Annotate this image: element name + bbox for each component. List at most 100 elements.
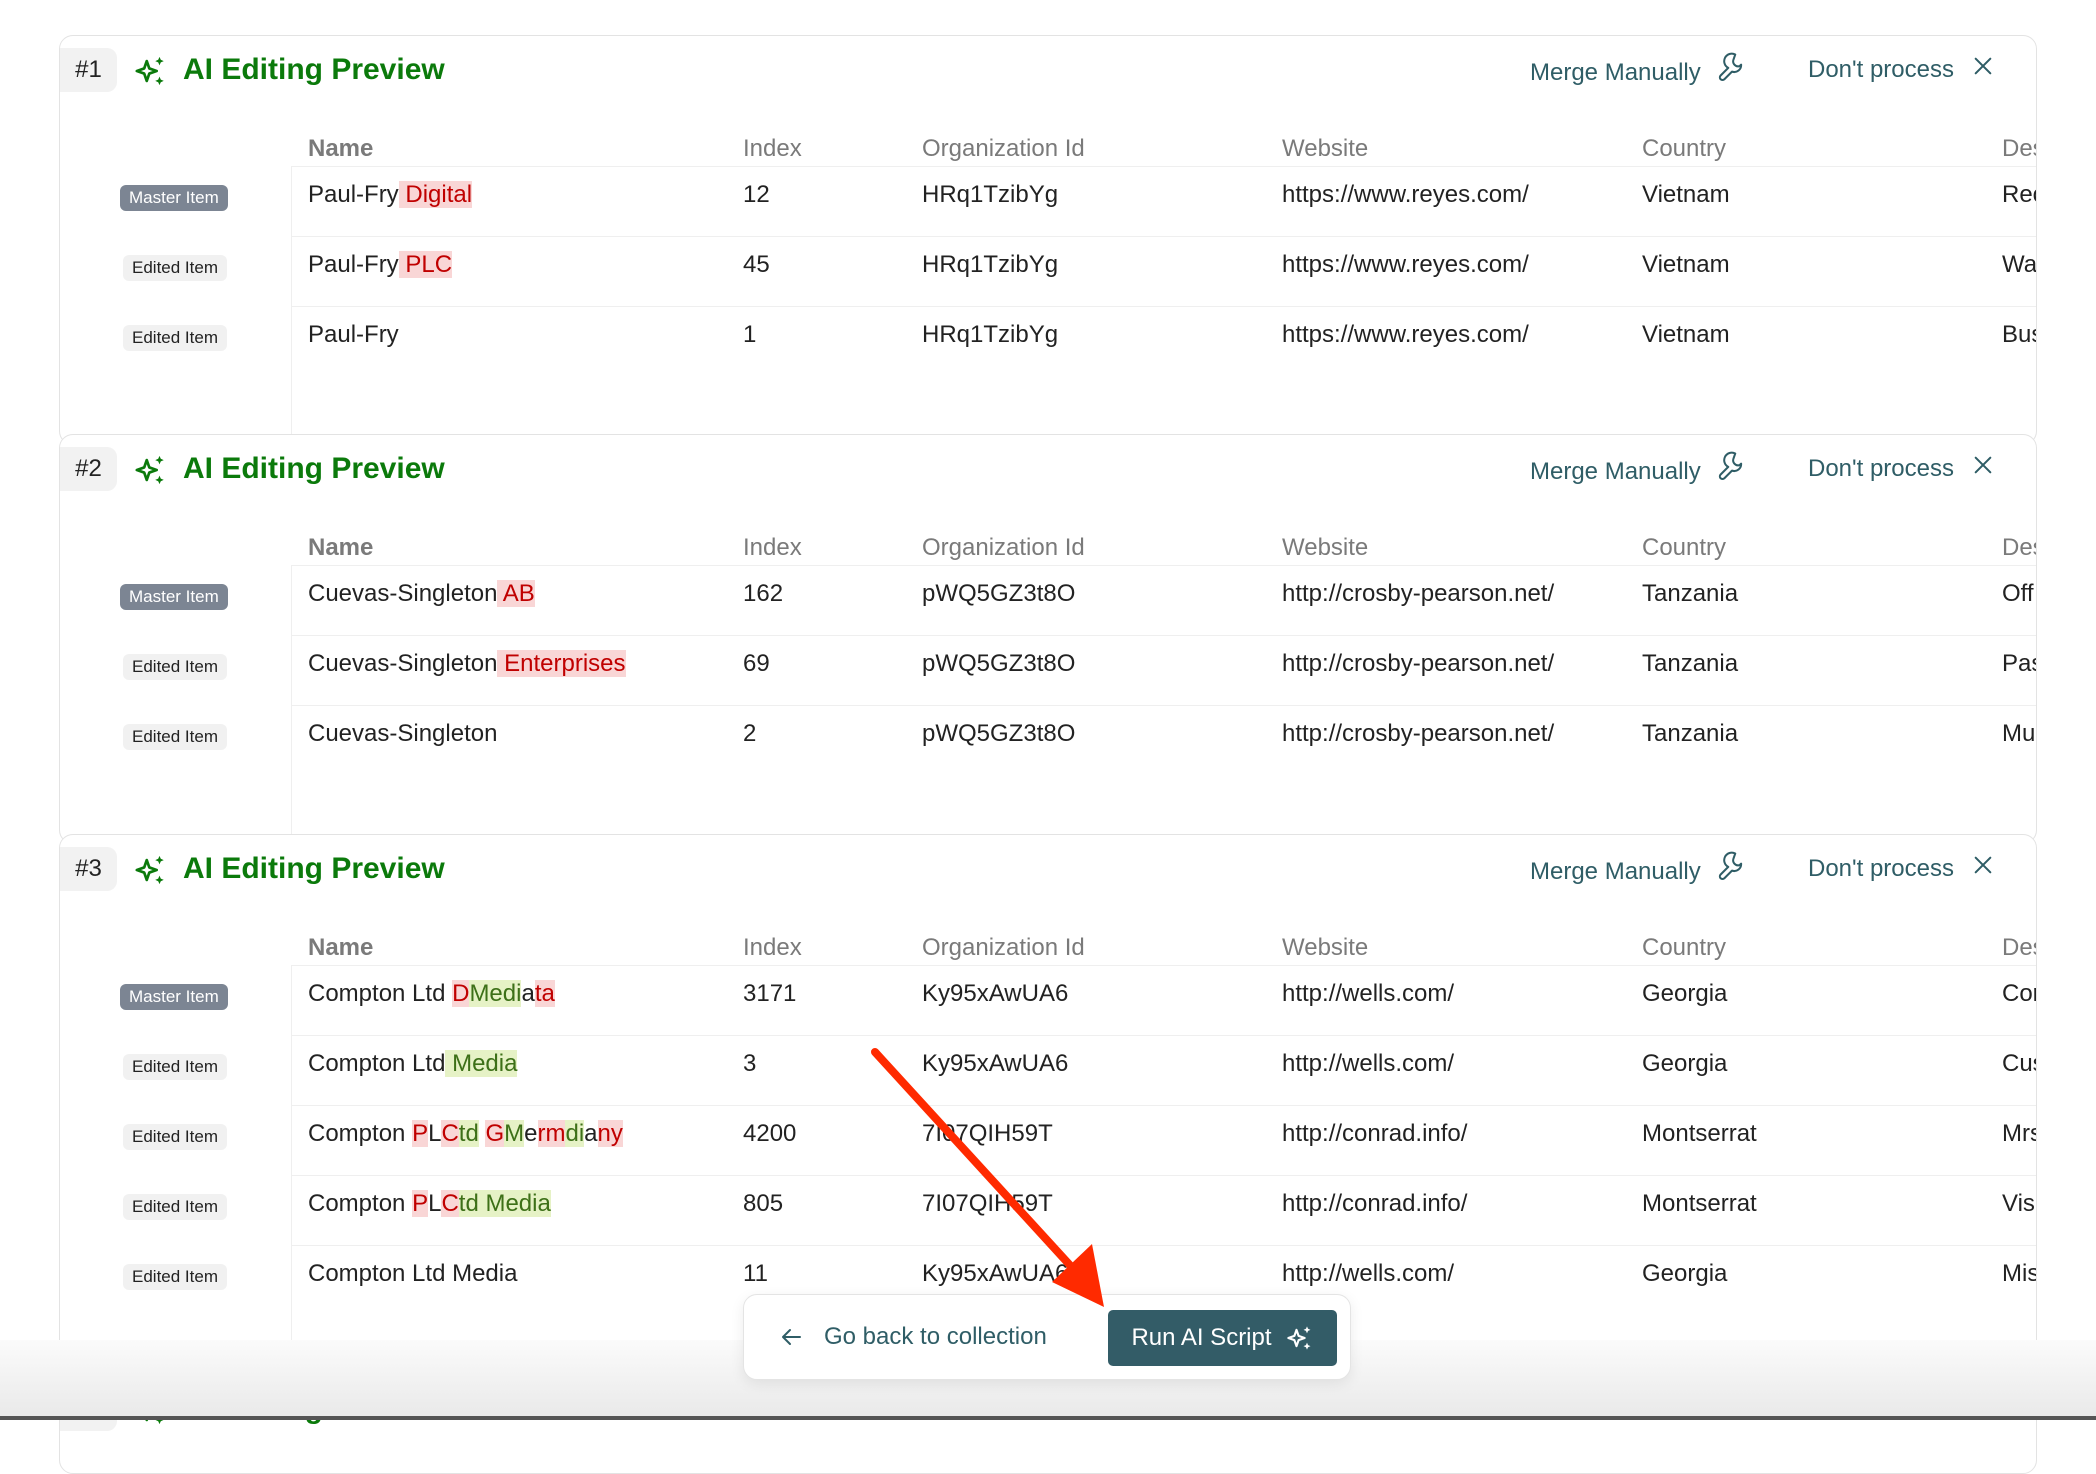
column-header: Des [2002, 934, 2036, 961]
org-cell: HRq1TzibYg [922, 321, 1059, 348]
name-text: Compton [308, 1120, 413, 1147]
desc-cell: Vis [2002, 1190, 2035, 1217]
index-cell: 69 [743, 650, 770, 677]
row-divider [291, 705, 2036, 706]
name-text: Paul-Fry [308, 251, 399, 278]
index-cell: 1 [743, 321, 757, 348]
column-divider [291, 565, 292, 843]
deleted-text: AB [497, 580, 535, 607]
website-cell: http://conrad.info/ [1282, 1120, 1468, 1147]
column-header: Name [308, 534, 374, 561]
edited-item-badge: Edited Item [123, 1264, 227, 1290]
merge-manually-button[interactable]: Merge Manually [1530, 52, 1745, 93]
row-divider [291, 565, 2036, 566]
column-header: Website [1282, 934, 1369, 961]
deleted-text: ny [597, 1120, 623, 1147]
desc-cell: Wa [2002, 251, 2037, 278]
row-divider [291, 1035, 2036, 1036]
card-number: #1 [60, 48, 117, 92]
run-ai-script-button[interactable]: Run AI Script [1108, 1310, 1337, 1366]
dont-process-button[interactable]: Don't process [1808, 52, 1994, 88]
column-header: Des [2002, 135, 2036, 162]
name-cell: Paul-Fry Digital [308, 178, 473, 212]
country-cell: Montserrat [1642, 1120, 1757, 1147]
name-text: L [428, 1120, 442, 1147]
website-cell: http://wells.com/ [1282, 980, 1455, 1007]
edited-item-badge: Edited Item [123, 255, 227, 281]
website-cell: https://www.reyes.com/ [1282, 321, 1529, 348]
name-cell: Paul-Fry PLC [308, 248, 453, 282]
index-cell: 162 [743, 580, 784, 607]
country-cell: Tanzania [1642, 580, 1739, 607]
row-divider [291, 166, 2036, 167]
country-cell: Georgia [1642, 980, 1728, 1007]
merge-manually-label: Merge Manually [1530, 457, 1701, 485]
website-cell: http://conrad.info/ [1282, 1190, 1468, 1217]
deleted-text: Digital [398, 181, 473, 208]
name-cell: Cuevas-Singleton [308, 717, 497, 751]
wrench-icon [1715, 851, 1745, 892]
ai-editing-preview-card: #1 AI Editing Preview Merge Manually Don't … [59, 35, 2037, 445]
edited-item-badge: Edited Item [123, 1194, 227, 1220]
sparkles-icon [134, 853, 168, 887]
card-number: #2 [60, 447, 117, 491]
sparkles-icon [134, 54, 168, 88]
name-cell: Compton Ltd DMediata [308, 977, 555, 1011]
row-divider [291, 1175, 2036, 1176]
column-header: Website [1282, 135, 1369, 162]
country-cell: Tanzania [1642, 720, 1739, 747]
dont-process-label: Don't process [1808, 455, 1954, 482]
wrench-icon [1715, 451, 1745, 492]
merge-manually-button[interactable]: Merge Manually [1530, 451, 1745, 492]
master-item-badge: Master Item [120, 984, 228, 1010]
column-header: Organization Id [922, 534, 1085, 561]
country-cell: Tanzania [1642, 650, 1739, 677]
name-text: Cuevas-Singleton [308, 650, 498, 677]
desc-cell: Off [2002, 580, 2034, 607]
name-text: Cuevas-Singleton [308, 720, 498, 747]
name-text: a [521, 980, 535, 1007]
org-cell: Ky95xAwUA6 [922, 1050, 1069, 1077]
name-cell: Cuevas-Singleton Enterprises [308, 647, 626, 681]
row-divider [291, 965, 2036, 966]
dont-process-button[interactable]: Don't process [1808, 451, 1994, 487]
column-header: Index [743, 534, 802, 561]
edited-item-badge: Edited Item [123, 654, 227, 680]
inserted-text: Media [445, 1050, 518, 1077]
index-cell: 805 [743, 1190, 784, 1217]
column-header: Country [1642, 534, 1727, 561]
column-divider [291, 166, 292, 444]
edited-item-badge: Edited Item [123, 724, 227, 750]
merge-manually-button[interactable]: Merge Manually [1530, 851, 1745, 892]
go-back-button[interactable]: Go back to collection [780, 1317, 1047, 1357]
column-header: Organization Id [922, 934, 1085, 961]
action-bar: Go back to collection Run AI Script [743, 1294, 1351, 1380]
close-icon [1972, 851, 1994, 887]
index-cell: 11 [743, 1260, 768, 1287]
desc-cell: Cus [2002, 1050, 2036, 1077]
desc-cell: Pas [2002, 650, 2036, 677]
desc-cell: Mrs [2002, 1120, 2036, 1147]
column-header: Country [1642, 135, 1727, 162]
card-title: AI Editing Preview [183, 852, 445, 885]
inserted-text: di [565, 1120, 585, 1147]
row-divider [291, 635, 2036, 636]
deleted-text: PLC [398, 251, 453, 278]
org-cell: HRq1TzibYg [922, 251, 1059, 278]
website-cell: https://www.reyes.com/ [1282, 251, 1529, 278]
country-cell: Vietnam [1642, 321, 1730, 348]
org-cell: pWQ5GZ3t8O [922, 720, 1076, 747]
name-text: Cuevas-Singleton [308, 580, 498, 607]
name-text: L [428, 1190, 442, 1217]
index-cell: 45 [743, 251, 770, 278]
name-cell: Compton PLCtd Media [308, 1187, 551, 1221]
org-cell: 7I07QIH59T [922, 1120, 1053, 1147]
org-cell: pWQ5GZ3t8O [922, 650, 1076, 677]
desc-cell: Cor [2002, 980, 2037, 1007]
country-cell: Georgia [1642, 1260, 1728, 1287]
dont-process-label: Don't process [1808, 56, 1954, 83]
website-cell: https://www.reyes.com/ [1282, 181, 1529, 208]
desc-cell: Bus [2002, 321, 2036, 348]
dont-process-button[interactable]: Don't process [1808, 851, 1994, 887]
card-number: #3 [60, 847, 117, 891]
